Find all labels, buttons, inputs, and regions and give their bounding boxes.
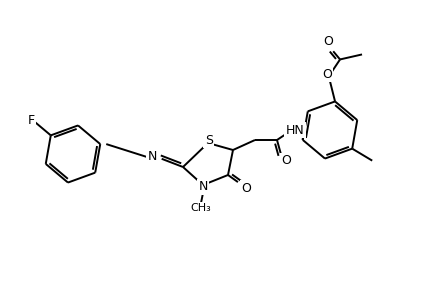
Text: O: O	[323, 35, 333, 48]
Text: S: S	[205, 134, 213, 146]
Text: F: F	[28, 114, 35, 127]
Text: HN: HN	[286, 124, 304, 137]
Text: N: N	[198, 181, 208, 193]
Text: CH₃: CH₃	[191, 203, 211, 213]
Text: O: O	[281, 155, 291, 167]
Text: O: O	[241, 181, 251, 195]
Text: O: O	[322, 68, 332, 81]
Text: N: N	[147, 149, 157, 163]
